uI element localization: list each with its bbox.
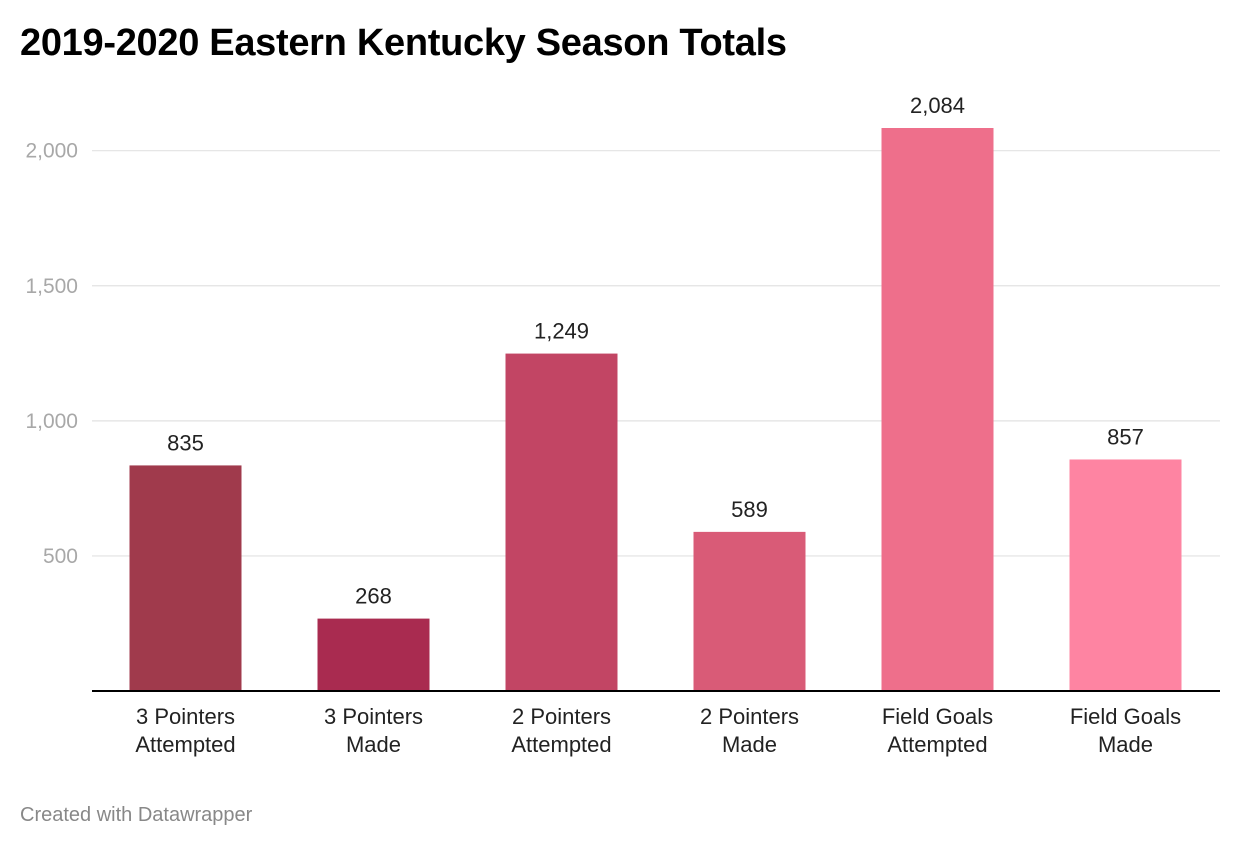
value-labels: 835 268 1,249 589 2,084 857 xyxy=(167,93,1144,609)
bar-value-label: 2,084 xyxy=(910,93,965,118)
bar xyxy=(693,531,806,691)
x-category-label: Attempted xyxy=(135,732,235,757)
chart-title: 2019-2020 Eastern Kentucky Season Totals xyxy=(20,22,787,64)
x-category-label: Made xyxy=(346,732,401,757)
x-category-label: Attempted xyxy=(887,732,987,757)
bar-value-label: 835 xyxy=(167,430,204,455)
gridlines xyxy=(92,150,1220,557)
bar xyxy=(1069,459,1182,691)
bars xyxy=(129,128,1182,691)
x-category-label: Field Goals xyxy=(1070,704,1181,729)
x-category-label: 2 Pointers xyxy=(512,704,611,729)
bar xyxy=(881,128,994,691)
bar xyxy=(505,353,618,691)
y-tick-label: 500 xyxy=(43,545,78,568)
x-category-label: 2 Pointers xyxy=(700,704,799,729)
y-tick-label: 1,000 xyxy=(25,410,78,433)
y-tick-label: 1,500 xyxy=(25,275,78,298)
bar-value-label: 1,249 xyxy=(534,319,589,344)
credit-footer: Created with Datawrapper xyxy=(20,804,253,826)
x-category-label: 3 Pointers xyxy=(136,704,235,729)
bar-value-label: 589 xyxy=(731,497,768,522)
x-category-label: Field Goals xyxy=(882,704,993,729)
x-category-label: 3 Pointers xyxy=(324,704,423,729)
x-category-label: Made xyxy=(722,732,777,757)
y-axis-ticks: 500 1,000 1,500 2,000 xyxy=(25,140,78,568)
y-tick-label: 2,000 xyxy=(25,140,78,163)
bar-value-label: 857 xyxy=(1107,424,1144,449)
x-category-label: Made xyxy=(1098,732,1153,757)
bar-value-label: 268 xyxy=(355,584,392,609)
bar xyxy=(317,618,430,691)
category-labels: 3 Pointers Attempted 3 Pointers Made 2 Point… xyxy=(135,704,1181,757)
x-category-label: Attempted xyxy=(511,732,611,757)
bar xyxy=(129,465,242,691)
